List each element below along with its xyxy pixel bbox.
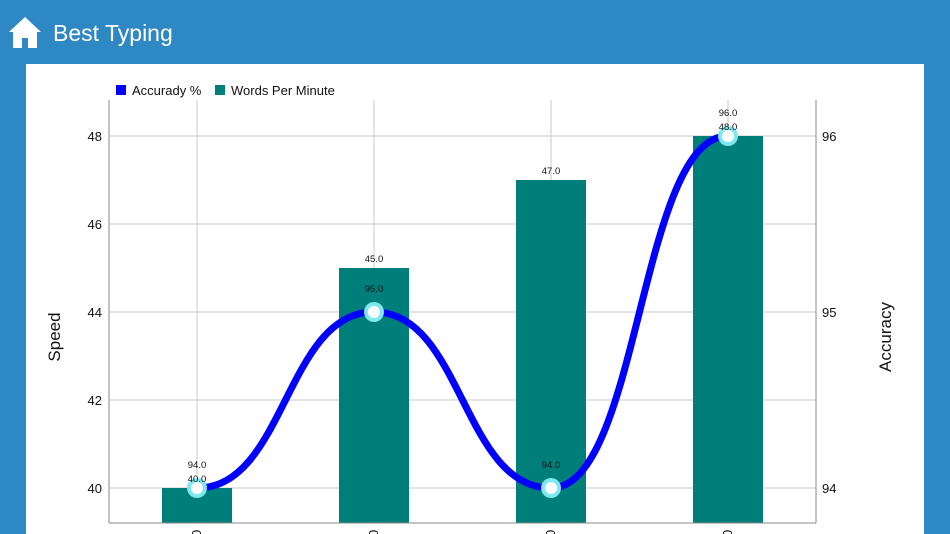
y-tick-label: 44 xyxy=(88,305,102,320)
x-tick-label: 0 xyxy=(366,530,381,534)
y-tick-label: 46 xyxy=(88,217,102,232)
chart-axes: 40 42 44 46 48 94 95 96 0 0 0 0 Speed Accuracy xyxy=(45,100,895,534)
y-tick-label: 48 xyxy=(88,129,102,144)
legend-swatch-bar xyxy=(215,85,225,95)
bar-value-label: 48.0 xyxy=(719,122,738,133)
bar-value-label: 47.0 xyxy=(542,166,561,177)
legend-label: Words Per Minute xyxy=(231,83,335,98)
y2-tick-label: 94 xyxy=(822,481,836,496)
line-point-center xyxy=(545,482,557,494)
legend-label: Accurady % xyxy=(132,83,202,98)
line-value-label: 94.0 xyxy=(542,460,561,471)
x-tick-label: 0 xyxy=(189,530,204,534)
line-point-center xyxy=(191,482,203,494)
line-value-label: 94.0 xyxy=(188,460,207,471)
bar-series xyxy=(162,136,763,523)
x-tick-label: 0 xyxy=(720,530,735,534)
accuracy-line xyxy=(193,132,732,492)
bar-value-label: 45.0 xyxy=(365,254,384,265)
chart-panel xyxy=(26,64,924,534)
y2-tick-label: 96 xyxy=(822,129,836,144)
x-tick-label: 0 xyxy=(543,530,558,534)
app-header: Best Typing xyxy=(0,0,950,64)
chart-legend: Accurady % Words Per Minute xyxy=(116,83,335,98)
line-point-center xyxy=(722,130,734,142)
data-labels: 40.0 45.0 47.0 48.0 94.0 95.0 94.0 96.0 xyxy=(188,108,738,485)
line-value-label: 96.0 xyxy=(719,108,738,119)
bar-value-label: 40.0 xyxy=(188,474,207,485)
bar xyxy=(516,180,586,523)
line-series xyxy=(187,126,738,498)
y2-axis-title: Accuracy xyxy=(876,302,895,372)
y2-tick-label: 95 xyxy=(822,305,836,320)
bar xyxy=(693,136,763,523)
y-tick-label: 42 xyxy=(88,393,102,408)
legend-swatch-line xyxy=(116,85,126,95)
app-title: Best Typing xyxy=(53,20,173,46)
line-value-label: 95.0 xyxy=(365,284,384,295)
home-icon[interactable] xyxy=(8,15,42,49)
y-axis-title: Speed xyxy=(45,312,64,361)
line-point-center xyxy=(368,306,380,318)
y-tick-label: 40 xyxy=(88,481,102,496)
